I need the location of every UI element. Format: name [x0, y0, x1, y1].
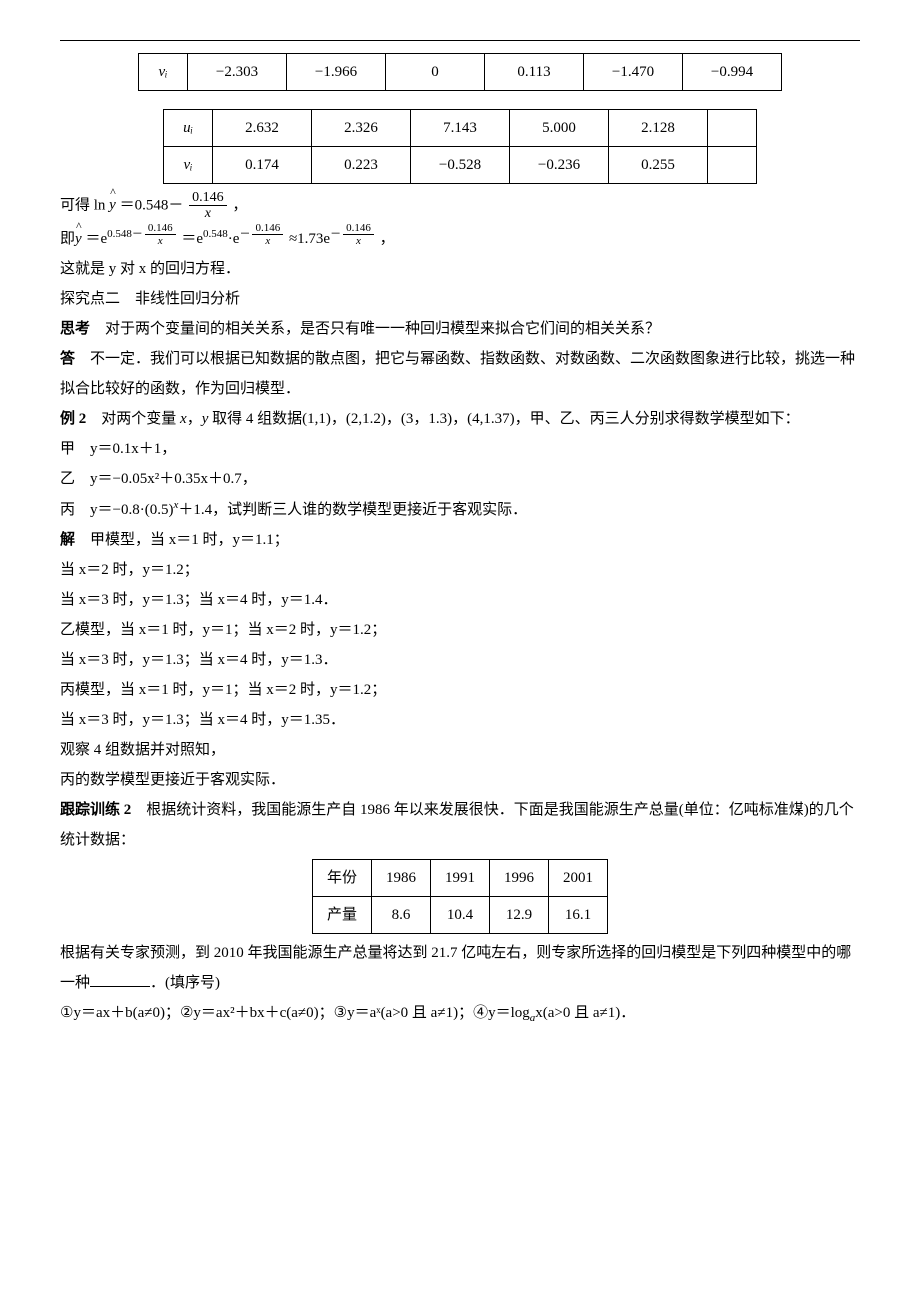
- cell: 2.632: [213, 110, 312, 147]
- cell: 0.113: [485, 54, 584, 91]
- cell: 0: [386, 54, 485, 91]
- cell: 10.4: [431, 896, 490, 933]
- row-header: vᵢ: [164, 147, 213, 184]
- row-header: uᵢ: [164, 110, 213, 147]
- cell: 1986: [372, 859, 431, 896]
- solution-line: 当 x＝3 时，y＝1.3；当 x＝4 时，y＝1.3．: [60, 645, 860, 675]
- cell: 0.223: [312, 147, 411, 184]
- cell: −0.236: [510, 147, 609, 184]
- cell: 0.174: [213, 147, 312, 184]
- cell: −0.994: [683, 54, 782, 91]
- data-table-2: uᵢ 2.632 2.326 7.143 5.000 2.128 vᵢ 0.17…: [163, 109, 757, 184]
- top-rule: [60, 40, 860, 41]
- cell: [708, 110, 757, 147]
- solution-line: 丙的数学模型更接近于客观实际．: [60, 765, 860, 795]
- cell: 8.6: [372, 896, 431, 933]
- solution-label: 解: [60, 532, 75, 548]
- cell: 7.143: [411, 110, 510, 147]
- energy-table: 年份 1986 1991 1996 2001 产量 8.6 10.4 12.9 …: [312, 859, 608, 934]
- cell: −0.528: [411, 147, 510, 184]
- table-row: 产量 8.6 10.4 12.9 16.1: [312, 896, 607, 933]
- example-label: 例 2: [60, 411, 86, 427]
- section-title: 探究点二 非线性回归分析: [60, 284, 860, 314]
- solution-line: 观察 4 组数据并对照知，: [60, 735, 860, 765]
- example-2: 例 2 对两个变量 x，y 取得 4 组数据(1,1)，(2,1.2)，(3，1…: [60, 404, 860, 434]
- cell: 0.255: [609, 147, 708, 184]
- options-line: ①y＝ax＋b(a≠0)；②y＝ax²＋bx＋c(a≠0)；③y＝aˣ(a>0 …: [60, 998, 860, 1029]
- table-row: vᵢ −2.303 −1.966 0 0.113 −1.470 −0.994: [139, 54, 782, 91]
- cell: −1.470: [584, 54, 683, 91]
- text-line: 这就是 y 对 x 的回归方程．: [60, 254, 860, 284]
- solution-line: 乙模型，当 x＝1 时，y＝1；当 x＝2 时，y＝1.2；: [60, 615, 860, 645]
- data-table-1: vᵢ −2.303 −1.966 0 0.113 −1.470 −0.994: [138, 53, 782, 91]
- think-label: 思考: [60, 321, 90, 337]
- equation-2: 即y ＝e0.548－0.146x ＝e0.548·e－0.146x ≈1.73…: [60, 222, 860, 254]
- fill-blank[interactable]: [90, 986, 150, 987]
- cell: 年份: [312, 859, 371, 896]
- solution-line: 丙模型，当 x＝1 时，y＝1；当 x＝2 时，y＝1.2；: [60, 675, 860, 705]
- row-header: vᵢ: [139, 54, 188, 91]
- cell: 1991: [431, 859, 490, 896]
- model-jia: 甲 y＝0.1x＋1，: [60, 434, 860, 464]
- cell: 2001: [549, 859, 608, 896]
- cell: 2.128: [609, 110, 708, 147]
- cell: 产量: [312, 896, 371, 933]
- solution-line: 当 x＝2 时，y＝1.2；: [60, 555, 860, 585]
- solution-line: 当 x＝3 时，y＝1.3；当 x＝4 时，y＝1.4．: [60, 585, 860, 615]
- tracking-exercise: 跟踪训练 2 根据统计资料，我国能源生产自 1986 年以来发展很快．下面是我国…: [60, 795, 860, 855]
- answer-label: 答: [60, 351, 75, 367]
- answer-line: 答 不一定．我们可以根据已知数据的散点图，把它与幂函数、指数函数、对数函数、二次…: [60, 344, 860, 404]
- equation-1: 可得 ln y ＝0.548－ 0.146x ，: [60, 190, 860, 222]
- table-row: 年份 1986 1991 1996 2001: [312, 859, 607, 896]
- text-line: 根据有关专家预测，到 2010 年我国能源生产总量将达到 21.7 亿吨左右，则…: [60, 938, 860, 998]
- model-yi: 乙 y＝−0.05x²＋0.35x＋0.7，: [60, 464, 860, 494]
- table-row: vᵢ 0.174 0.223 −0.528 −0.236 0.255: [164, 147, 757, 184]
- cell: 16.1: [549, 896, 608, 933]
- cell: 12.9: [490, 896, 549, 933]
- solution-line: 解 甲模型，当 x＝1 时，y＝1.1；: [60, 525, 860, 555]
- cell: −1.966: [287, 54, 386, 91]
- tracking-label: 跟踪训练 2: [60, 802, 131, 818]
- cell: 1996: [490, 859, 549, 896]
- model-bing: 丙 y＝−0.8·(0.5)x＋1.4，试判断三人谁的数学模型更接近于客观实际．: [60, 494, 860, 525]
- cell: 5.000: [510, 110, 609, 147]
- solution-line: 当 x＝3 时，y＝1.3；当 x＝4 时，y＝1.35．: [60, 705, 860, 735]
- table-row: uᵢ 2.632 2.326 7.143 5.000 2.128: [164, 110, 757, 147]
- think-line: 思考 对于两个变量间的相关关系，是否只有唯一一种回归模型来拟合它们间的相关关系？: [60, 314, 860, 344]
- cell: 2.326: [312, 110, 411, 147]
- cell: −2.303: [188, 54, 287, 91]
- cell: [708, 147, 757, 184]
